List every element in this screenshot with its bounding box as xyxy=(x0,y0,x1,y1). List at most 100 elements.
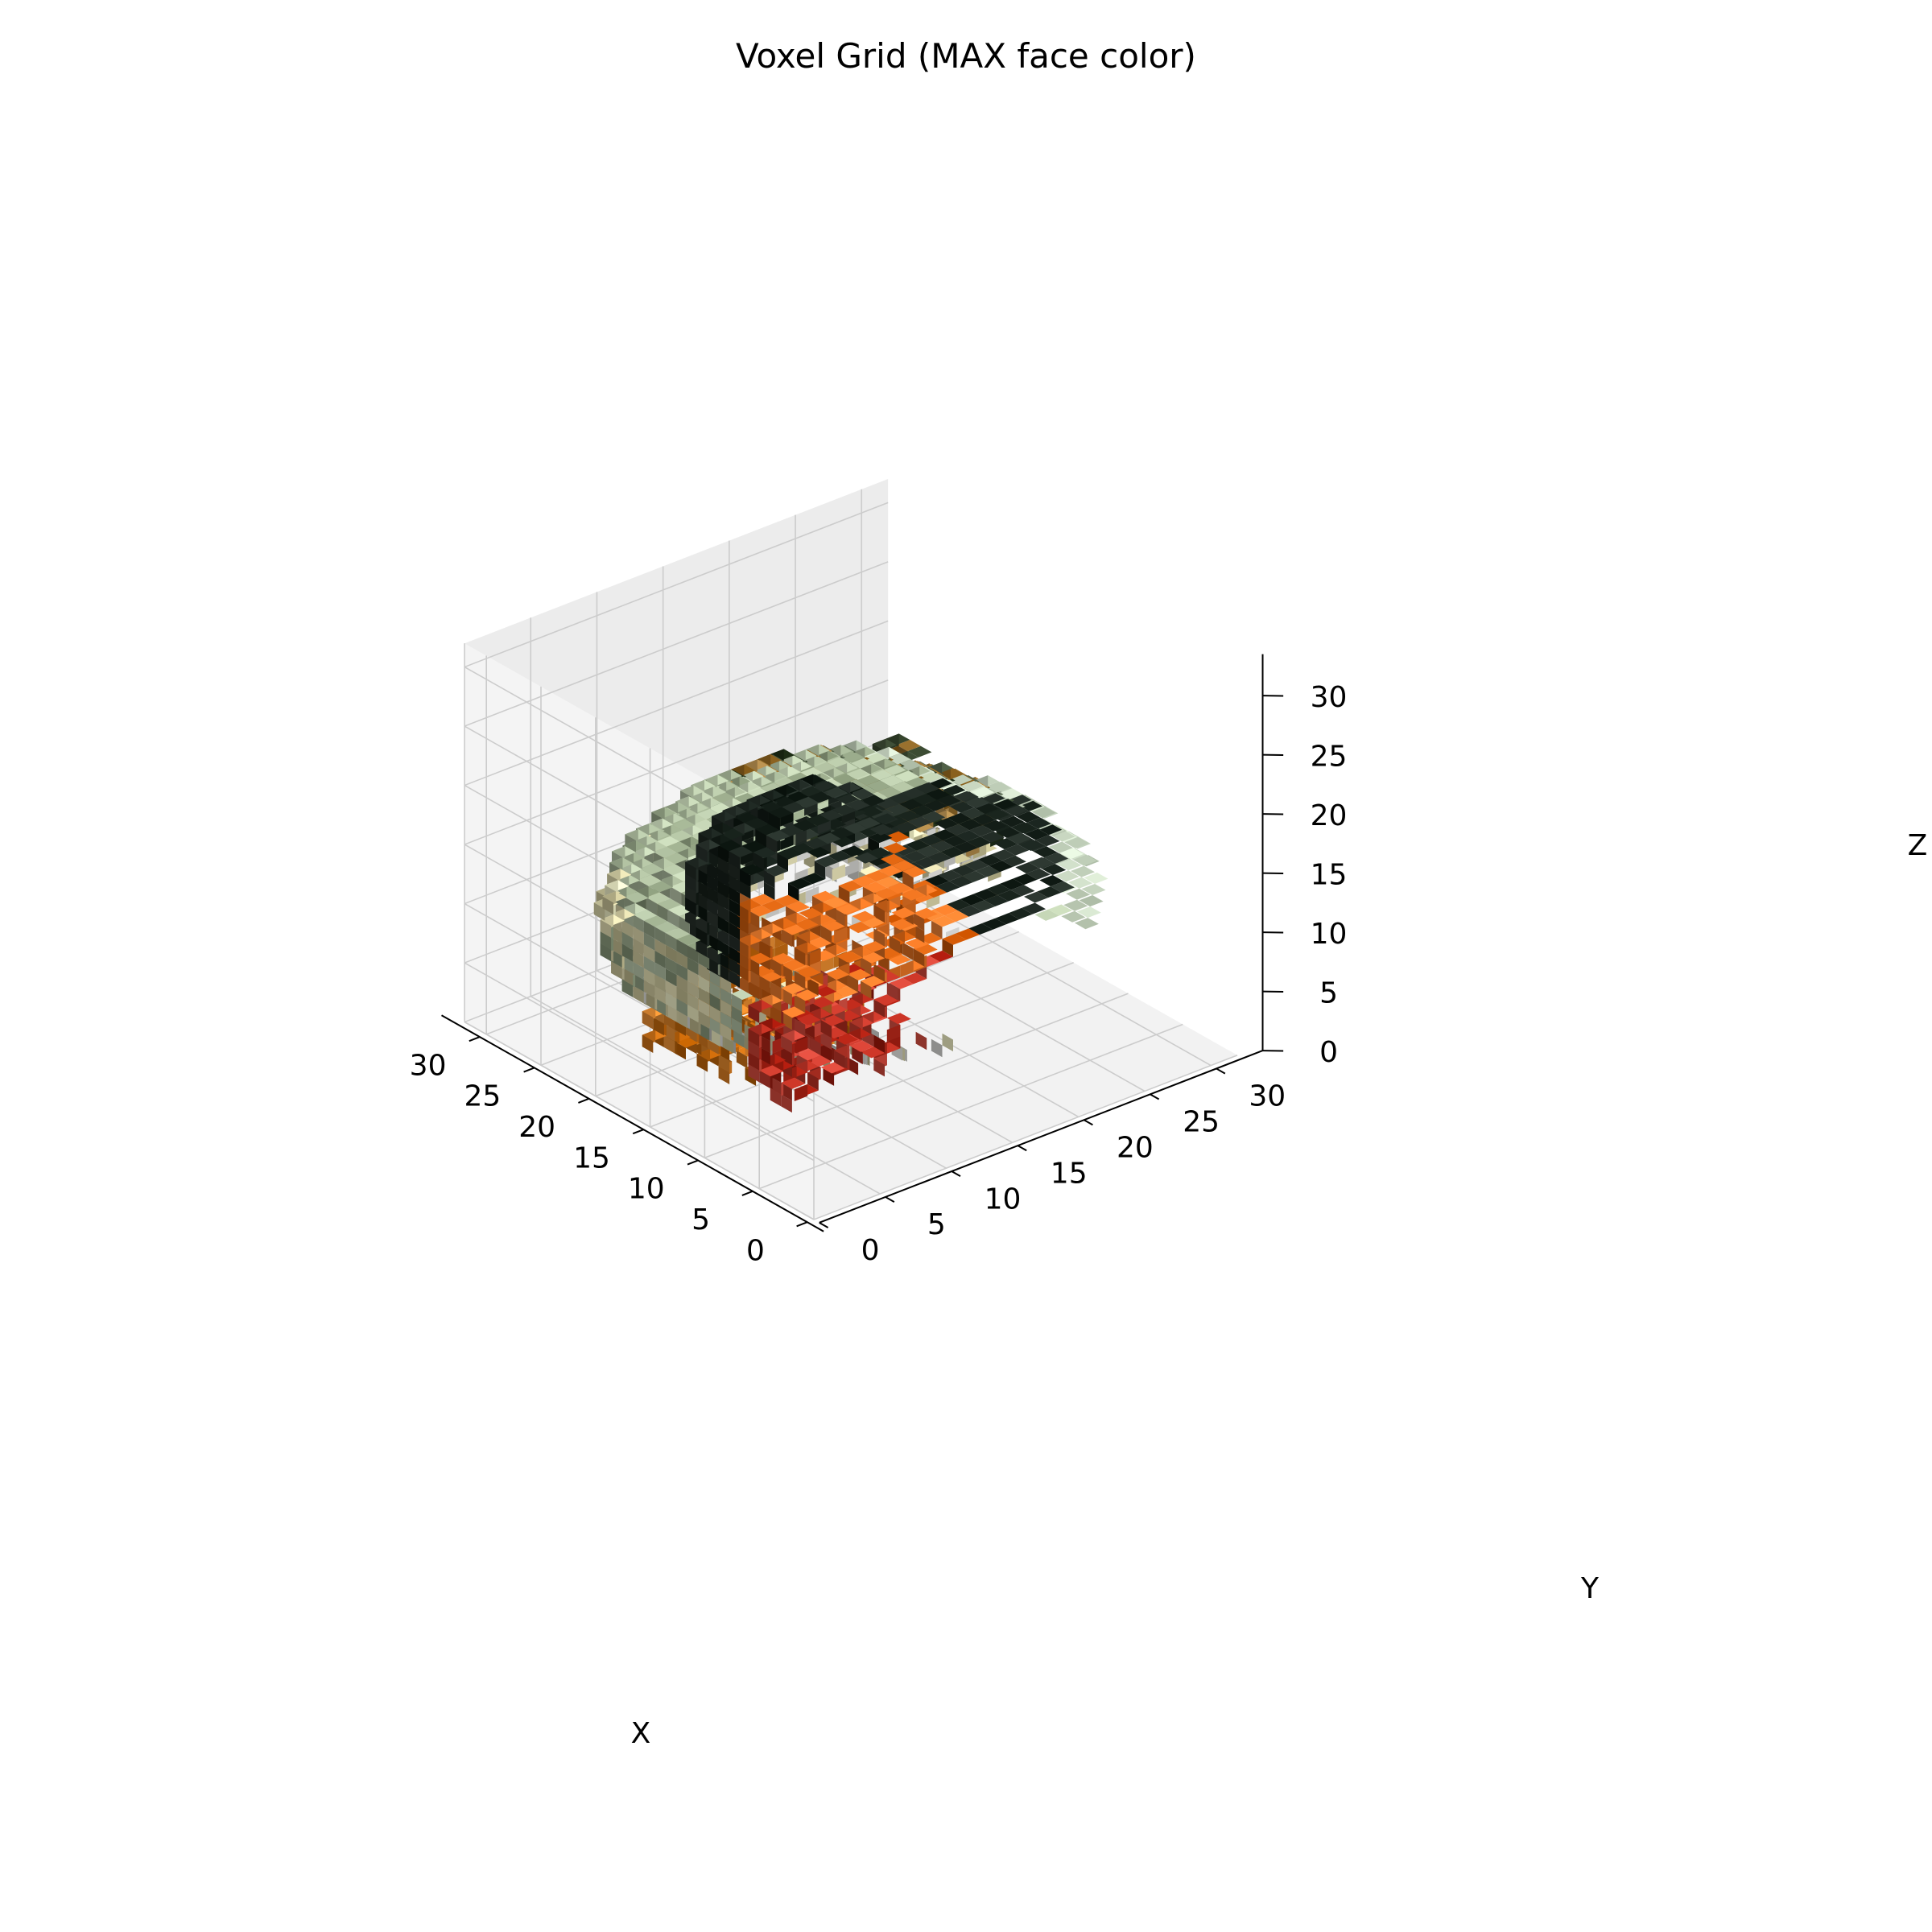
voxel-top xyxy=(944,910,969,923)
voxel xyxy=(1013,873,1038,886)
voxel-top xyxy=(931,829,956,841)
voxel xyxy=(1084,872,1108,884)
grid-line xyxy=(813,1055,1238,1220)
voxel xyxy=(1063,899,1088,911)
voxel-top xyxy=(984,894,1009,906)
voxel xyxy=(1039,875,1064,887)
voxel-top xyxy=(940,846,965,858)
voxel xyxy=(1028,857,1053,869)
voxel-top xyxy=(1072,854,1097,866)
voxel xyxy=(914,857,939,869)
voxel-front xyxy=(900,960,914,978)
voxel xyxy=(1048,841,1073,853)
voxel-top xyxy=(935,881,960,893)
voxel-front xyxy=(886,1024,901,1042)
voxel xyxy=(943,835,968,847)
voxel xyxy=(1050,881,1075,893)
voxel xyxy=(873,994,898,1018)
voxel-top xyxy=(934,818,959,830)
voxel-top xyxy=(929,840,954,852)
voxel-top xyxy=(1048,904,1072,916)
voxel xyxy=(1024,828,1049,840)
voxel-top xyxy=(1024,828,1049,840)
voxel xyxy=(927,852,952,864)
voxel xyxy=(1055,870,1080,882)
voxel xyxy=(960,807,985,819)
voxel-top xyxy=(964,859,989,871)
voxel-top xyxy=(972,814,997,825)
voxel xyxy=(925,875,950,886)
voxel-top xyxy=(977,854,1002,866)
grid-line xyxy=(704,993,1129,1159)
voxel-top xyxy=(1034,909,1059,921)
voxel xyxy=(973,889,998,901)
voxel xyxy=(1044,852,1069,864)
voxel xyxy=(1057,859,1082,871)
voxel-top xyxy=(976,865,1000,877)
voxel xyxy=(1022,902,1046,914)
voxel-side xyxy=(913,948,925,967)
voxel xyxy=(964,859,989,871)
voxel xyxy=(1076,906,1101,919)
voxel-top xyxy=(1063,899,1088,911)
grid-line xyxy=(464,561,889,727)
voxel-top xyxy=(916,845,941,857)
voxel-top xyxy=(889,977,914,989)
voxel-top xyxy=(997,890,1022,902)
voxel xyxy=(985,781,1010,793)
grid-line xyxy=(530,995,881,1195)
voxel-side xyxy=(873,999,885,1018)
voxel-top xyxy=(936,795,961,807)
voxel xyxy=(886,1024,901,1042)
voxel xyxy=(1074,918,1099,930)
voxel-top xyxy=(1000,878,1024,890)
voxel-top xyxy=(1044,852,1069,864)
voxel xyxy=(1072,854,1097,866)
voxel-top xyxy=(903,850,927,862)
voxel-top xyxy=(925,875,950,886)
voxel xyxy=(923,799,948,811)
voxel-top xyxy=(905,839,930,851)
voxel xyxy=(986,883,1011,895)
voxel-side xyxy=(915,1031,927,1051)
grid-line xyxy=(464,502,889,668)
grid-line xyxy=(464,725,815,925)
voxel xyxy=(913,907,938,931)
voxel xyxy=(969,825,994,837)
voxel-top xyxy=(956,830,980,842)
voxel-top xyxy=(955,928,980,940)
voxel-top xyxy=(861,1046,885,1059)
voxel xyxy=(926,788,950,800)
voxel-top xyxy=(1022,902,1046,914)
voxel xyxy=(1035,835,1060,847)
voxel-top xyxy=(989,861,1013,873)
voxel-top xyxy=(1000,815,1025,828)
voxel-top xyxy=(913,907,938,919)
voxel xyxy=(950,801,974,813)
voxel xyxy=(919,834,943,846)
voxel-top xyxy=(1039,875,1064,887)
voxel-top xyxy=(1068,877,1093,889)
voxel-top xyxy=(960,894,985,906)
voxel xyxy=(947,899,972,911)
voxel xyxy=(997,890,1022,902)
voxel-side xyxy=(873,1059,885,1077)
voxel-top xyxy=(1061,910,1086,923)
voxel-top xyxy=(919,834,943,846)
voxel-top xyxy=(981,918,1006,930)
voxel-top xyxy=(985,781,1010,793)
voxel xyxy=(849,1040,874,1052)
voxel-top xyxy=(1033,846,1058,858)
voxel-top xyxy=(1074,918,1099,930)
voxel-top xyxy=(973,889,998,901)
voxel-top xyxy=(1001,855,1026,867)
voxel-top xyxy=(1026,817,1051,829)
voxel-side xyxy=(942,939,953,957)
voxel xyxy=(1026,817,1051,829)
voxel-top xyxy=(1028,857,1053,869)
voxel xyxy=(972,814,997,825)
voxel-top xyxy=(950,801,974,813)
voxel xyxy=(993,838,1018,850)
voxel-top xyxy=(1076,906,1101,919)
